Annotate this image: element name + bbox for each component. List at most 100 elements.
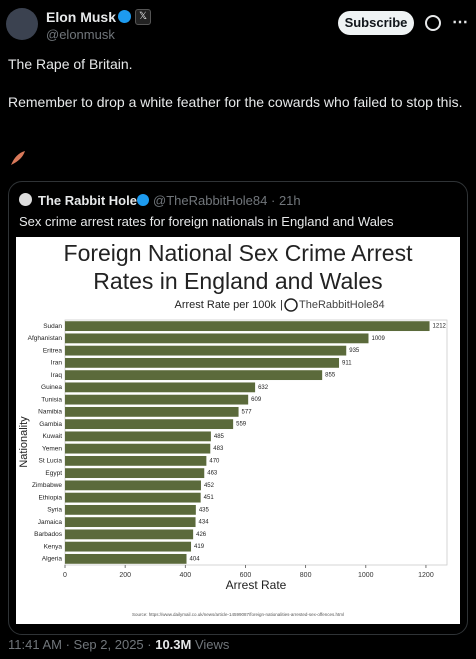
chart: Foreign National Sex Crime Arrest Rates …: [16, 237, 460, 624]
data-label: 470: [209, 458, 220, 464]
bar: [65, 370, 323, 381]
bar: [65, 529, 194, 540]
x-axis-label: Arrest Rate: [226, 578, 287, 592]
bar: [65, 468, 205, 479]
quote-age: 21h: [278, 193, 301, 208]
subscribe-button[interactable]: Subscribe: [338, 11, 414, 35]
affiliate-badge: 𝕏: [135, 9, 151, 25]
y-tick-label: Tunisia: [41, 396, 62, 403]
y-tick-label: Egypt: [45, 470, 62, 477]
y-tick-label: St Lucia: [39, 458, 63, 465]
post-text: The Rape of Britain. Remember to drop a …: [8, 55, 463, 112]
data-label: 911: [342, 360, 352, 366]
data-label: 577: [242, 409, 253, 415]
data-label: 483: [213, 446, 224, 452]
data-label: 452: [204, 483, 215, 489]
bar: [65, 553, 187, 564]
y-tick-label: Namibia: [38, 409, 62, 416]
y-tick-label: Yemen: [42, 445, 62, 452]
quote-avatar: [19, 193, 32, 206]
data-label: 609: [251, 397, 262, 403]
y-tick-label: Syria: [47, 507, 62, 514]
x-tick-label: 400: [179, 572, 191, 579]
bar: [65, 382, 256, 393]
bar: [65, 406, 239, 417]
data-label: 426: [196, 532, 207, 538]
quote-text: Sex crime arrest rates for foreign natio…: [19, 214, 394, 229]
bar: [65, 321, 430, 332]
x-tick-label: 600: [240, 572, 252, 579]
quote-name: The Rabbit Hole: [38, 193, 137, 208]
data-label: 935: [349, 348, 360, 354]
separator: |: [280, 299, 283, 311]
chart-title: Foreign National Sex Crime Arrest: [64, 240, 414, 266]
x-tick-label: 0: [63, 572, 67, 579]
verified-badge: [118, 10, 131, 23]
data-label: 451: [204, 495, 215, 501]
data-label: 435: [199, 507, 210, 513]
y-tick-label: Guinea: [41, 384, 62, 391]
y-tick-label: Algeria: [42, 556, 63, 563]
chart-title: Rates in England and Wales: [93, 268, 382, 294]
y-tick-label: Jamaica: [38, 519, 63, 526]
source-note: Source: https://www.dailymail.co.uk/news…: [132, 612, 344, 617]
feather-emoji: [11, 151, 25, 165]
post-date: Sep 2, 2025: [73, 637, 144, 652]
author-handle[interactable]: @elonmusk: [46, 27, 115, 42]
y-axis-label: Nationality: [18, 416, 30, 468]
more-button[interactable]: ⋯: [452, 14, 468, 31]
y-tick-label: Eritrea: [43, 347, 63, 354]
y-tick-label: Barbados: [34, 531, 63, 538]
watermark: TheRabbitHole84: [299, 299, 385, 311]
y-tick-label: Ethiopia: [39, 494, 63, 501]
y-tick-label: Gambia: [39, 421, 62, 428]
post-time: 11:41 AM: [8, 637, 62, 652]
post-line: The Rape of Britain.: [8, 56, 133, 72]
data-label: 559: [236, 422, 247, 428]
data-label: 632: [258, 385, 269, 391]
bar: [65, 345, 347, 356]
view-count: 10.3M: [155, 637, 192, 652]
data-label: 463: [207, 471, 218, 477]
y-tick-label: Zimbabwe: [32, 482, 62, 489]
verified-badge: [137, 194, 149, 206]
bar: [65, 357, 340, 368]
y-tick-label: Iraq: [51, 372, 63, 379]
watermark-logo: [284, 298, 298, 312]
quote-card[interactable]: [8, 181, 468, 635]
bar: [65, 443, 211, 454]
x-tick-label: 1200: [418, 572, 434, 579]
bar: [65, 333, 369, 344]
author-name[interactable]: Elon Musk: [46, 9, 117, 25]
bar: [65, 504, 196, 515]
y-tick-label: Afghanistan: [28, 335, 63, 342]
data-label: 404: [190, 556, 201, 562]
bar: [65, 480, 201, 491]
y-tick-label: Iran: [51, 360, 63, 367]
post-footer: 11:41 AM · Sep 2, 2025 · 10.3M Views: [8, 637, 230, 652]
data-label: 1009: [371, 336, 385, 342]
quote-handle: @TheRabbitHole84: [153, 193, 268, 208]
data-label: 419: [194, 544, 205, 550]
bar: [65, 541, 192, 552]
data-label: 1212: [433, 324, 447, 330]
chart-subtitle: Arrest Rate per 100k: [175, 299, 277, 311]
grok-icon[interactable]: [425, 15, 441, 31]
plot-frame: [64, 319, 448, 566]
data-label: 485: [214, 434, 225, 440]
views-label: Views: [194, 637, 230, 652]
avatar[interactable]: [6, 8, 38, 40]
bar: [65, 517, 196, 528]
bar: [65, 455, 207, 466]
data-label: 434: [199, 520, 210, 526]
y-tick-label: Sudan: [43, 323, 62, 330]
y-tick-label: Kenya: [44, 543, 63, 550]
quote-meta: @TheRabbitHole84 · 21h: [153, 193, 301, 208]
x-tick-label: 1000: [358, 572, 374, 579]
x-tick-label: 800: [300, 572, 312, 579]
bar: [65, 394, 249, 405]
data-label: 855: [325, 373, 336, 379]
post-line: Remember to drop a white feather for the…: [8, 94, 463, 110]
bar: [65, 419, 234, 430]
